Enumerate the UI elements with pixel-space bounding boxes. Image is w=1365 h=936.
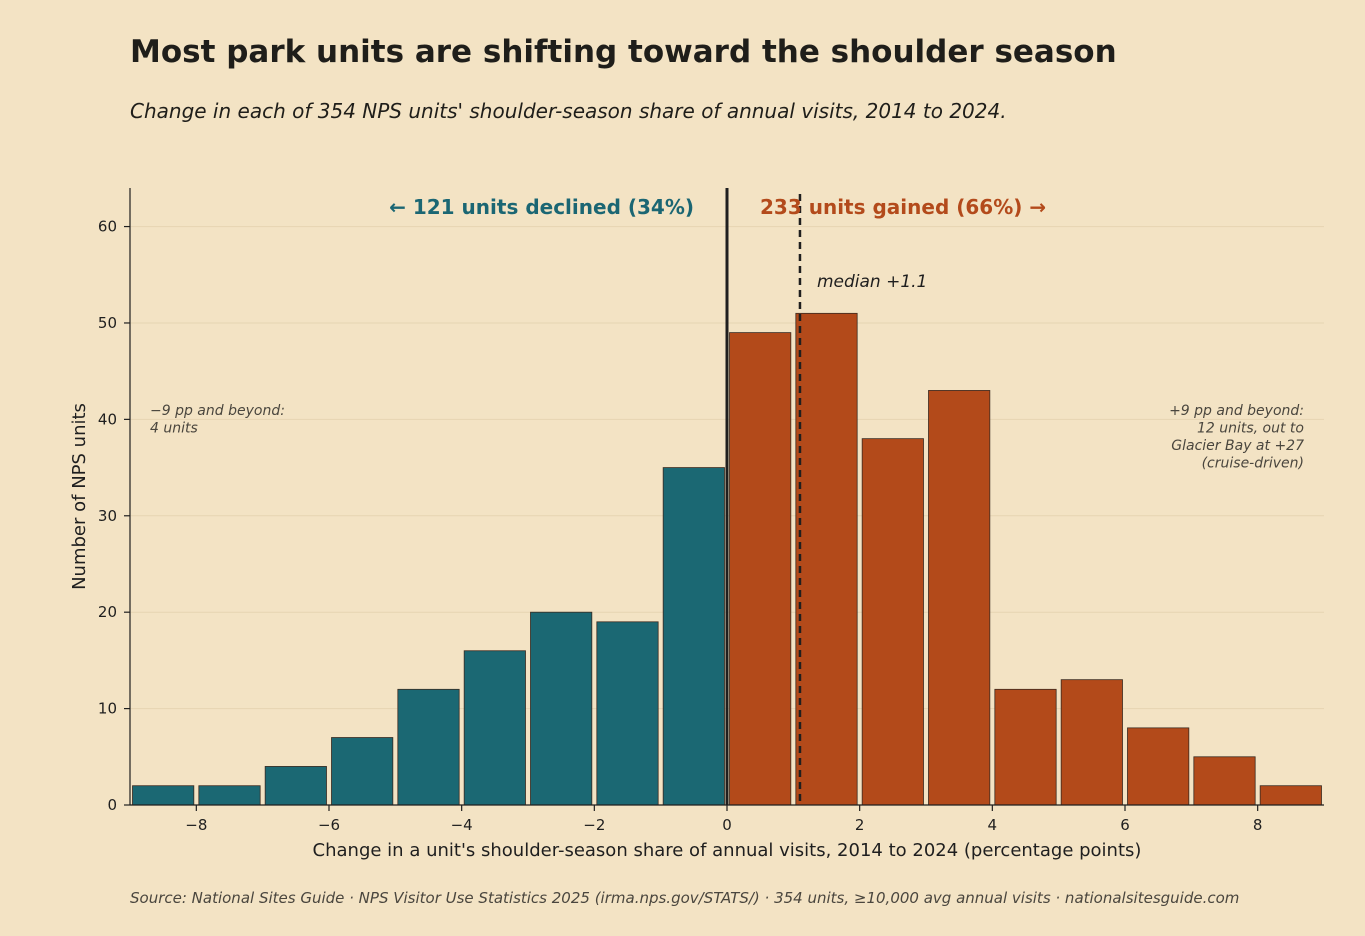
histogram-bar-4 [397, 688, 460, 806]
x-tick-label: −8 [185, 816, 207, 834]
right-tail-note: +9 pp and beyond: [1169, 403, 1304, 419]
histogram-bar-11 [861, 438, 924, 806]
x-tick-label: 0 [722, 816, 732, 834]
histogram-bar-17 [1259, 785, 1322, 806]
reference-lines [725, 188, 802, 805]
chart-title: Most park units are shifting toward the … [130, 34, 1117, 70]
median-label: median +1.1 [817, 272, 927, 292]
declined-annotation: ← 121 units declined (34%) [389, 195, 694, 219]
x-axis-label: Change in a unit's shoulder-season share… [313, 840, 1142, 861]
y-tick-label: 40 [98, 410, 117, 428]
histogram-bar-3 [331, 737, 394, 806]
right-tail-note: (cruise-driven) [1202, 456, 1304, 472]
right-tail-note: Glacier Bay at +27 [1171, 438, 1304, 454]
right-tail-note: 12 units, out to [1197, 421, 1304, 437]
histogram-bar-8 [662, 467, 725, 806]
source-note: Source: National Sites Guide · NPS Visit… [130, 889, 1240, 907]
histogram-bar-9 [729, 332, 792, 806]
y-tick-label: 60 [98, 218, 117, 236]
x-tick-label: 6 [1120, 816, 1130, 834]
y-tick-label: 20 [98, 603, 117, 621]
x-tick-label: 8 [1253, 816, 1263, 834]
y-tick-label: 0 [107, 796, 117, 814]
chart-subtitle: Change in each of 354 NPS units' shoulde… [130, 99, 1007, 123]
histogram-bar-2 [264, 766, 327, 806]
y-tick-label: 30 [98, 507, 117, 525]
histogram-bar-15 [1127, 727, 1190, 806]
histogram-bar-5 [463, 650, 526, 806]
y-tick-label: 50 [98, 314, 117, 332]
histogram-bar-0 [132, 785, 195, 806]
histogram-bar-12 [928, 390, 991, 806]
x-tick-label: −4 [451, 816, 473, 834]
y-tick-label: 10 [98, 700, 117, 718]
histogram-bar-7 [596, 621, 659, 806]
histogram-bar-1 [198, 785, 261, 806]
gained-annotation: 233 units gained (66%) → [760, 195, 1046, 219]
histogram-bar-16 [1193, 756, 1256, 806]
histogram-bars [132, 312, 1322, 806]
x-tick-label: 4 [988, 816, 998, 834]
left-tail-note: −9 pp and beyond: [150, 403, 285, 419]
histogram-bar-10 [795, 312, 858, 806]
histogram-bar-6 [530, 611, 593, 806]
histogram-bar-13 [994, 688, 1057, 806]
y-axis-label: Number of NPS units [69, 403, 90, 590]
histogram-bar-14 [1060, 679, 1123, 806]
annotations: ← 121 units declined (34%) 233 units gain… [150, 195, 1304, 472]
x-tick-label: −6 [318, 816, 340, 834]
x-tick-label: 2 [855, 816, 865, 834]
axes: −8 −6 −4 −2 0 2 4 6 8 0 10 20 30 40 50 60 Change in a un… [69, 188, 1324, 861]
x-tick-label: −2 [583, 816, 605, 834]
left-tail-note: 4 units [150, 421, 198, 437]
